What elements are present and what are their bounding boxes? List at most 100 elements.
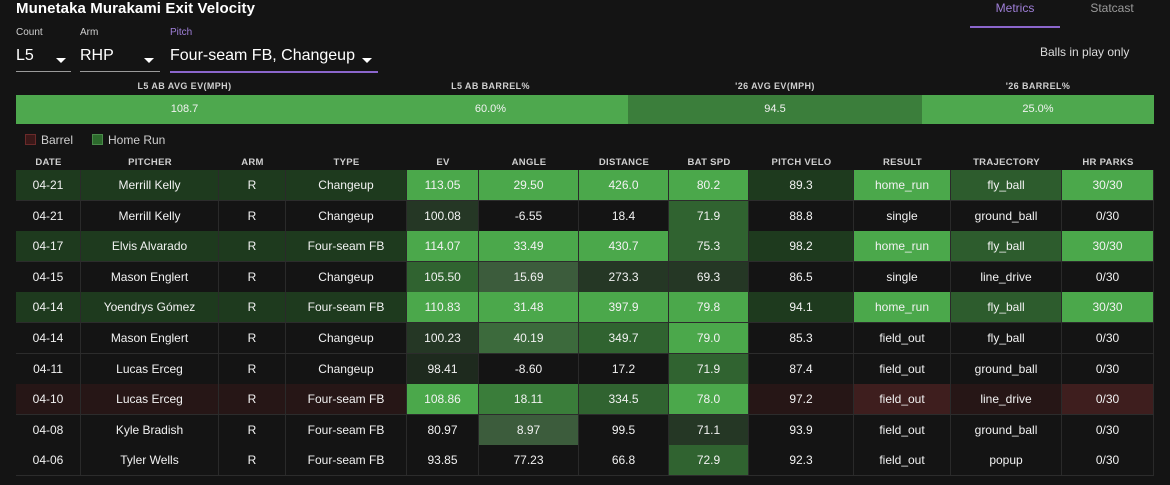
column-header-result[interactable]: RESULT: [882, 157, 923, 168]
angle-cell: 40.19: [479, 323, 579, 353]
arm-select-value[interactable]: RHP: [80, 47, 114, 64]
result-cell: home_run: [854, 292, 951, 323]
pitcher-cell: Lucas Erceg: [81, 384, 219, 415]
summary-label: '26 BARREL%: [1005, 81, 1071, 91]
arm-cell: R: [219, 292, 286, 323]
barrel-legend-swatch: [25, 134, 36, 145]
pitch-filter[interactable]: Pitch Four-seam FB, Changeup: [170, 27, 378, 73]
hr-parks-cell: 30/30: [1062, 292, 1154, 323]
distance-cell: 18.4: [579, 200, 669, 231]
chevron-down-icon[interactable]: [362, 58, 372, 63]
table-row[interactable]: 04-14 Mason Englert R Changeup 100.23 40.19 34…: [16, 323, 1154, 354]
tab-statcast[interactable]: Statcast: [1090, 1, 1134, 15]
ev-cell: 108.86: [407, 384, 479, 415]
chevron-down-icon[interactable]: [144, 58, 154, 63]
count-select-value[interactable]: L5: [16, 47, 34, 64]
table-row[interactable]: 04-06 Tyler Wells R Four-seam FB 93.85 77.23 6…: [16, 445, 1154, 477]
table-row[interactable]: 04-10 Lucas Erceg R Four-seam FB 108.86 18.11…: [16, 384, 1154, 416]
column-header-pitcher[interactable]: PITCHER: [128, 157, 172, 168]
trajectory-cell: popup: [951, 445, 1062, 476]
table-row[interactable]: 04-08 Kyle Bradish R Four-seam FB 80.97 8.97 9…: [16, 414, 1154, 446]
pitcher-cell: Mason Englert: [81, 261, 219, 292]
result-cell: field_out: [854, 445, 951, 476]
angle-cell: -6.55: [479, 200, 579, 231]
arm-cell: R: [219, 414, 286, 445]
pitch-velo-cell: 98.2: [749, 231, 854, 262]
type-cell: Four-seam FB: [286, 231, 407, 262]
ev-cell: 100.08: [407, 200, 479, 231]
type-cell: Changeup: [286, 323, 407, 353]
bat-speed-cell: 75.3: [669, 231, 749, 262]
hr-parks-cell: 0/30: [1062, 323, 1154, 353]
distance-cell: 349.7: [579, 323, 669, 353]
arm-filter[interactable]: Arm RHP: [80, 27, 160, 72]
type-cell: Four-seam FB: [286, 414, 407, 445]
column-header-arm[interactable]: ARM: [241, 157, 264, 168]
pitcher-cell: Lucas Erceg: [81, 353, 219, 384]
column-header-angle[interactable]: ANGLE: [511, 157, 547, 168]
ev-cell: 80.97: [407, 414, 479, 445]
angle-cell: 18.11: [479, 384, 579, 415]
trajectory-cell: fly_ball: [951, 292, 1062, 323]
page-title: Munetaka Murakami Exit Velocity: [16, 0, 256, 17]
pitch-velo-cell: 86.5: [749, 261, 854, 292]
trajectory-cell: ground_ball: [951, 353, 1062, 384]
pitcher-cell: Tyler Wells: [81, 445, 219, 476]
date-cell: 04-21: [16, 170, 81, 200]
column-header-ev[interactable]: EV: [436, 157, 450, 168]
ev-cell: 113.05: [407, 170, 479, 200]
column-header-date[interactable]: DATE: [35, 157, 62, 168]
bat-speed-cell: 69.3: [669, 261, 749, 292]
angle-cell: 31.48: [479, 292, 579, 323]
result-cell: home_run: [854, 170, 951, 200]
ev-cell: 98.41: [407, 353, 479, 384]
pitcher-cell: Kyle Bradish: [81, 414, 219, 445]
summary-value: 108.7: [16, 95, 353, 124]
pitch-velo-cell: 88.8: [749, 200, 854, 231]
distance-cell: 334.5: [579, 384, 669, 415]
pitch-select-value[interactable]: Four-seam FB, Changeup: [170, 47, 355, 64]
table-row[interactable]: 04-17 Elvis Alvarado R Four-seam FB 114.07 33…: [16, 231, 1154, 263]
chevron-down-icon[interactable]: [56, 58, 66, 63]
view-tabs: Metrics Statcast: [970, 0, 1160, 28]
distance-cell: 430.7: [579, 231, 669, 262]
bat-speed-cell: 80.2: [669, 170, 749, 200]
pitch-velo-cell: 89.3: [749, 170, 854, 200]
angle-cell: -8.60: [479, 353, 579, 384]
arm-cell: R: [219, 353, 286, 384]
trajectory-cell: fly_ball: [951, 170, 1062, 200]
column-header-trajectory[interactable]: TRAJECTORY: [973, 157, 1040, 168]
arm-cell: R: [219, 384, 286, 415]
type-cell: Changeup: [286, 353, 407, 384]
angle-cell: 33.49: [479, 231, 579, 262]
pitcher-cell: Merrill Kelly: [81, 170, 219, 200]
date-cell: 04-10: [16, 384, 81, 415]
type-cell: Changeup: [286, 261, 407, 292]
type-cell: Changeup: [286, 170, 407, 200]
bat-speed-cell: 79.8: [669, 292, 749, 323]
barrel-legend-label: Barrel: [41, 133, 74, 147]
balls-in-play-note: Balls in play only: [1040, 45, 1130, 59]
arm-cell: R: [219, 231, 286, 262]
arm-cell: R: [219, 445, 286, 476]
count-filter[interactable]: Count L5: [16, 27, 71, 72]
hr-parks-cell: 0/30: [1062, 384, 1154, 415]
column-header-bat-spd[interactable]: BAT SPD: [687, 157, 731, 168]
column-header-distance[interactable]: DISTANCE: [598, 157, 650, 168]
tab-metrics[interactable]: Metrics: [970, 1, 1060, 28]
column-header-pitch-velo[interactable]: PITCH VELO: [771, 157, 832, 168]
date-cell: 04-15: [16, 261, 81, 292]
hr-parks-cell: 0/30: [1062, 445, 1154, 476]
date-cell: 04-14: [16, 323, 81, 353]
table-row[interactable]: 04-14 Yoendrys Gómez R Four-seam FB 110.83 31…: [16, 292, 1154, 324]
table-row[interactable]: 04-21 Merrill Kelly R Changeup 100.08 -6.55 18…: [16, 200, 1154, 232]
table-row[interactable]: 04-15 Mason Englert R Changeup 105.50 15.69 27…: [16, 261, 1154, 293]
column-header-hr-parks[interactable]: HR PARKS: [1082, 157, 1134, 168]
date-cell: 04-21: [16, 200, 81, 231]
column-header-type[interactable]: TYPE: [333, 157, 360, 168]
table-row[interactable]: 04-21 Merrill Kelly R Changeup 113.05 29.50 42…: [16, 170, 1154, 201]
home-run-legend-label: Home Run: [108, 133, 166, 147]
home-run-legend-swatch: [92, 134, 103, 145]
table-row[interactable]: 04-11 Lucas Erceg R Changeup 98.41 -8.60 17.2 7…: [16, 353, 1154, 385]
angle-cell: 77.23: [479, 445, 579, 476]
